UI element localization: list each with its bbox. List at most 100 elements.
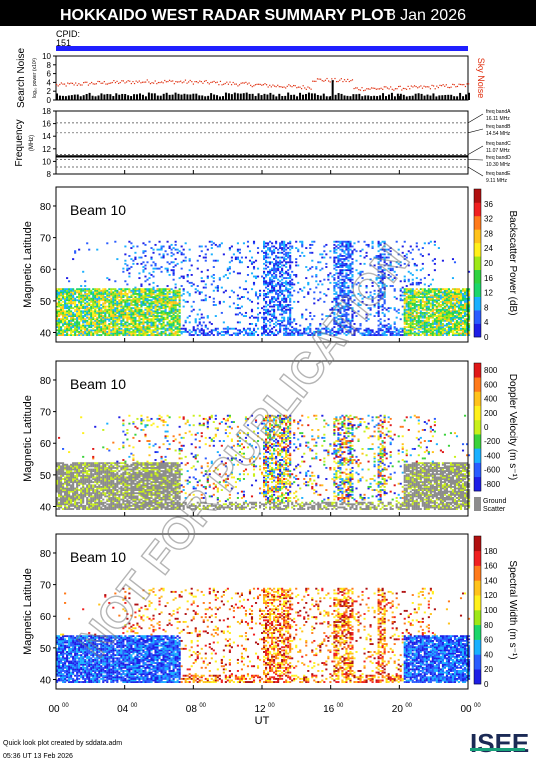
backscatter-power-cell: [70, 311, 73, 314]
backscatter-power-cell: [76, 310, 79, 313]
backscatter-power-cell: [134, 324, 137, 327]
backscatter-power-cell: [150, 318, 153, 321]
backscatter-power-cell: [116, 329, 119, 332]
backscatter-power-cell: [128, 255, 131, 257]
backscatter-power-cell: [265, 329, 268, 332]
backscatter-power-cell: [80, 324, 83, 327]
backscatter-power-cell: [114, 332, 117, 335]
backscatter-power-cell: [365, 243, 368, 246]
backscatter-power-cell: [271, 327, 274, 330]
backscatter-power-cell: [76, 316, 79, 319]
backscatter-power-cell: [216, 330, 219, 333]
backscatter-power-cell: [222, 300, 225, 303]
backscatter-power-cell: [128, 267, 131, 270]
backscatter-power-cell: [198, 308, 201, 311]
sky-noise-point: [361, 87, 363, 89]
backscatter-power-cell: [154, 311, 157, 314]
backscatter-power-cell: [78, 315, 81, 317]
backscatter-power-cell: [309, 251, 312, 254]
backscatter-power-cell: [236, 256, 239, 259]
backscatter-power-cell: [226, 326, 229, 329]
backscatter-power-cell: [118, 300, 121, 303]
backscatter-power-cell: [68, 327, 71, 330]
backscatter-power-cell: [281, 313, 284, 316]
backscatter-power-cell: [265, 294, 268, 297]
backscatter-power-cell: [269, 291, 272, 294]
doppler-velocity-cell: [58, 462, 61, 465]
backscatter-power-cell: [82, 289, 85, 292]
backscatter-power-cell: [323, 300, 326, 303]
backscatter-power-cell: [216, 286, 219, 289]
sky-noise-point: [385, 86, 387, 88]
backscatter-power-cell: [283, 256, 286, 259]
backscatter-power-cell: [387, 310, 390, 313]
backscatter-power-cell: [263, 245, 266, 248]
backscatter-power-cell: [289, 288, 292, 291]
backscatter-power-cell: [94, 321, 97, 324]
backscatter-power-cell: [240, 313, 243, 316]
backscatter-power-cell: [164, 327, 167, 330]
backscatter-power-cell: [421, 247, 424, 249]
sky-noise-point: [130, 82, 132, 85]
backscatter-power-cell: [214, 329, 217, 332]
search-noise-bar: [414, 93, 417, 100]
backscatter-power-cell: [124, 280, 127, 283]
backscatter-power-cell: [114, 292, 117, 295]
backscatter-power-cell: [86, 294, 89, 297]
search-noise-bar: [364, 95, 367, 100]
backscatter-power-cell: [102, 315, 105, 317]
backscatter-power-cell: [429, 288, 432, 291]
backscatter-power-cell: [371, 240, 374, 243]
search-noise-bar: [307, 92, 310, 100]
search-noise-bar: [251, 93, 254, 100]
backscatter-power-cell: [138, 299, 141, 302]
backscatter-power-cell: [168, 308, 171, 311]
backscatter-power-cell: [66, 329, 69, 332]
backscatter-power-cell: [357, 240, 360, 243]
backscatter-power-cell: [122, 324, 125, 327]
backscatter-power-cell: [162, 255, 165, 257]
backscatter-power-cell: [170, 243, 173, 246]
backscatter-power-cell: [443, 324, 446, 327]
backscatter-power-cell: [305, 277, 308, 280]
backscatter-power-cell: [267, 319, 270, 322]
backscatter-power-cell: [88, 329, 91, 332]
backscatter-power-cell: [90, 300, 93, 303]
search-noise-bar: [189, 94, 192, 100]
backscatter-power-cell: [134, 297, 137, 300]
backscatter-power-cell: [393, 330, 396, 333]
backscatter-power-cell: [172, 324, 175, 327]
backscatter-power-cell: [461, 288, 465, 291]
backscatter-power-cell: [295, 258, 298, 261]
backscatter-power-cell: [204, 299, 207, 302]
backscatter-power-cell: [142, 302, 145, 305]
backscatter-power-cell: [154, 326, 157, 329]
search-noise-bar: [402, 94, 405, 100]
backscatter-power-cell: [174, 310, 177, 313]
backscatter-power-cell: [84, 327, 87, 330]
backscatter-power-cell: [122, 294, 125, 297]
backscatter-power-cell: [293, 283, 296, 286]
backscatter-power-cell: [104, 299, 107, 302]
backscatter-power-cell: [80, 305, 83, 308]
backscatter-power-cell: [72, 289, 75, 292]
backscatter-power-cell: [72, 334, 75, 336]
backscatter-power-cell: [164, 311, 167, 314]
backscatter-power-cell: [68, 288, 71, 291]
backscatter-power-cell: [263, 330, 266, 333]
backscatter-power-cell: [102, 304, 105, 306]
sky-noise-point: [146, 79, 148, 81]
backscatter-power-cell: [140, 327, 143, 330]
backscatter-power-cell: [112, 310, 115, 313]
backscatter-power-cell: [62, 305, 65, 308]
backscatter-power-cell: [136, 300, 139, 303]
backscatter-power-cell: [162, 292, 165, 295]
backscatter-power-cell: [56, 304, 59, 306]
sky-noise-point: [121, 80, 123, 82]
backscatter-power-cell: [130, 266, 133, 268]
backscatter-power-cell: [150, 323, 153, 325]
backscatter-power-cell: [283, 305, 286, 308]
sky-noise-point: [394, 88, 397, 90]
backscatter-power-cell: [297, 248, 300, 251]
backscatter-power-cell: [78, 310, 81, 313]
